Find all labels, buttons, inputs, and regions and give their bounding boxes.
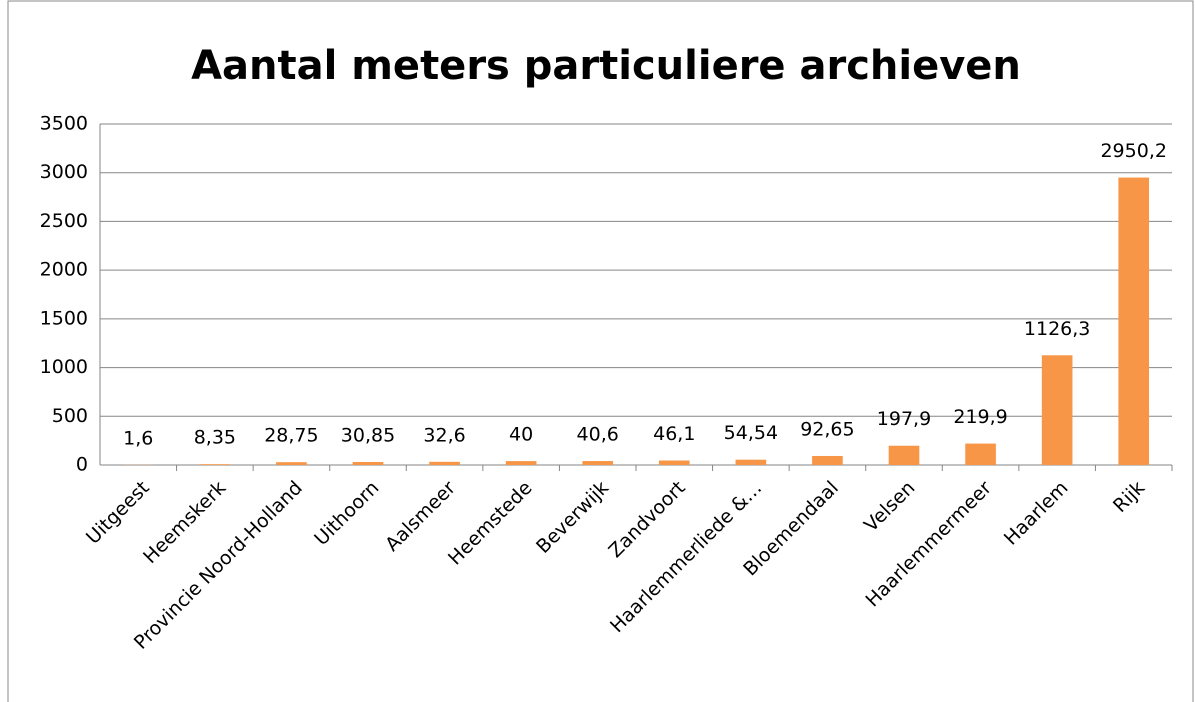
bar: [965, 443, 996, 465]
bar: [429, 461, 460, 465]
data-label: 28,75: [264, 425, 318, 447]
x-tick-label: Haarlemmerliede &…: [606, 477, 766, 637]
x-tick-label: Haarlemmermeer: [861, 477, 996, 612]
y-tick-label: 2000: [40, 259, 88, 281]
x-tick-label: Haarlem: [1000, 477, 1073, 550]
bar: [352, 461, 384, 465]
x-tick-label: Beverwijk: [532, 477, 613, 558]
data-label: 8,35: [194, 427, 236, 449]
bar: [1118, 177, 1150, 465]
data-label: 1126,3: [1024, 318, 1090, 340]
bar: [505, 461, 537, 465]
bar: [888, 445, 920, 465]
bar: [276, 462, 307, 465]
bar: [812, 455, 843, 465]
x-tick-label: Rijk: [1109, 477, 1149, 517]
x-tick-label: Aalsmeer: [381, 477, 460, 556]
chart-border: [7, 0, 1194, 702]
y-tick-label: 500: [52, 405, 88, 427]
data-label: 54,54: [724, 422, 778, 444]
data-label: 92,65: [800, 418, 854, 440]
y-tick-label: 3000: [40, 161, 88, 183]
data-label: 40,6: [577, 424, 619, 446]
bar: [735, 459, 767, 465]
x-tick-label: Velsen: [860, 477, 919, 536]
y-tick-label: 0: [76, 454, 88, 476]
data-label: 2950,2: [1100, 140, 1166, 162]
bar: [658, 460, 690, 465]
y-tick-label: 1000: [40, 356, 88, 378]
bar: [1041, 355, 1073, 465]
bar: [199, 464, 231, 465]
data-label: 46,1: [653, 423, 695, 445]
x-tick-label: Uithoorn: [310, 477, 383, 550]
bar: [582, 461, 614, 465]
y-tick-label: 1500: [40, 307, 88, 329]
data-label: 40: [509, 424, 533, 446]
data-label: 197,9: [877, 408, 931, 430]
chart-title: Aantal meters particuliere archieven: [191, 43, 1021, 89]
data-label: 1,6: [123, 427, 153, 449]
y-tick-label: 3500: [40, 113, 88, 135]
data-label: 30,85: [341, 424, 395, 446]
data-label: 219,9: [953, 406, 1007, 428]
x-tick-label: Uitgeest: [82, 477, 154, 549]
data-label: 32,6: [423, 424, 465, 446]
y-tick-label: 2500: [40, 210, 88, 232]
